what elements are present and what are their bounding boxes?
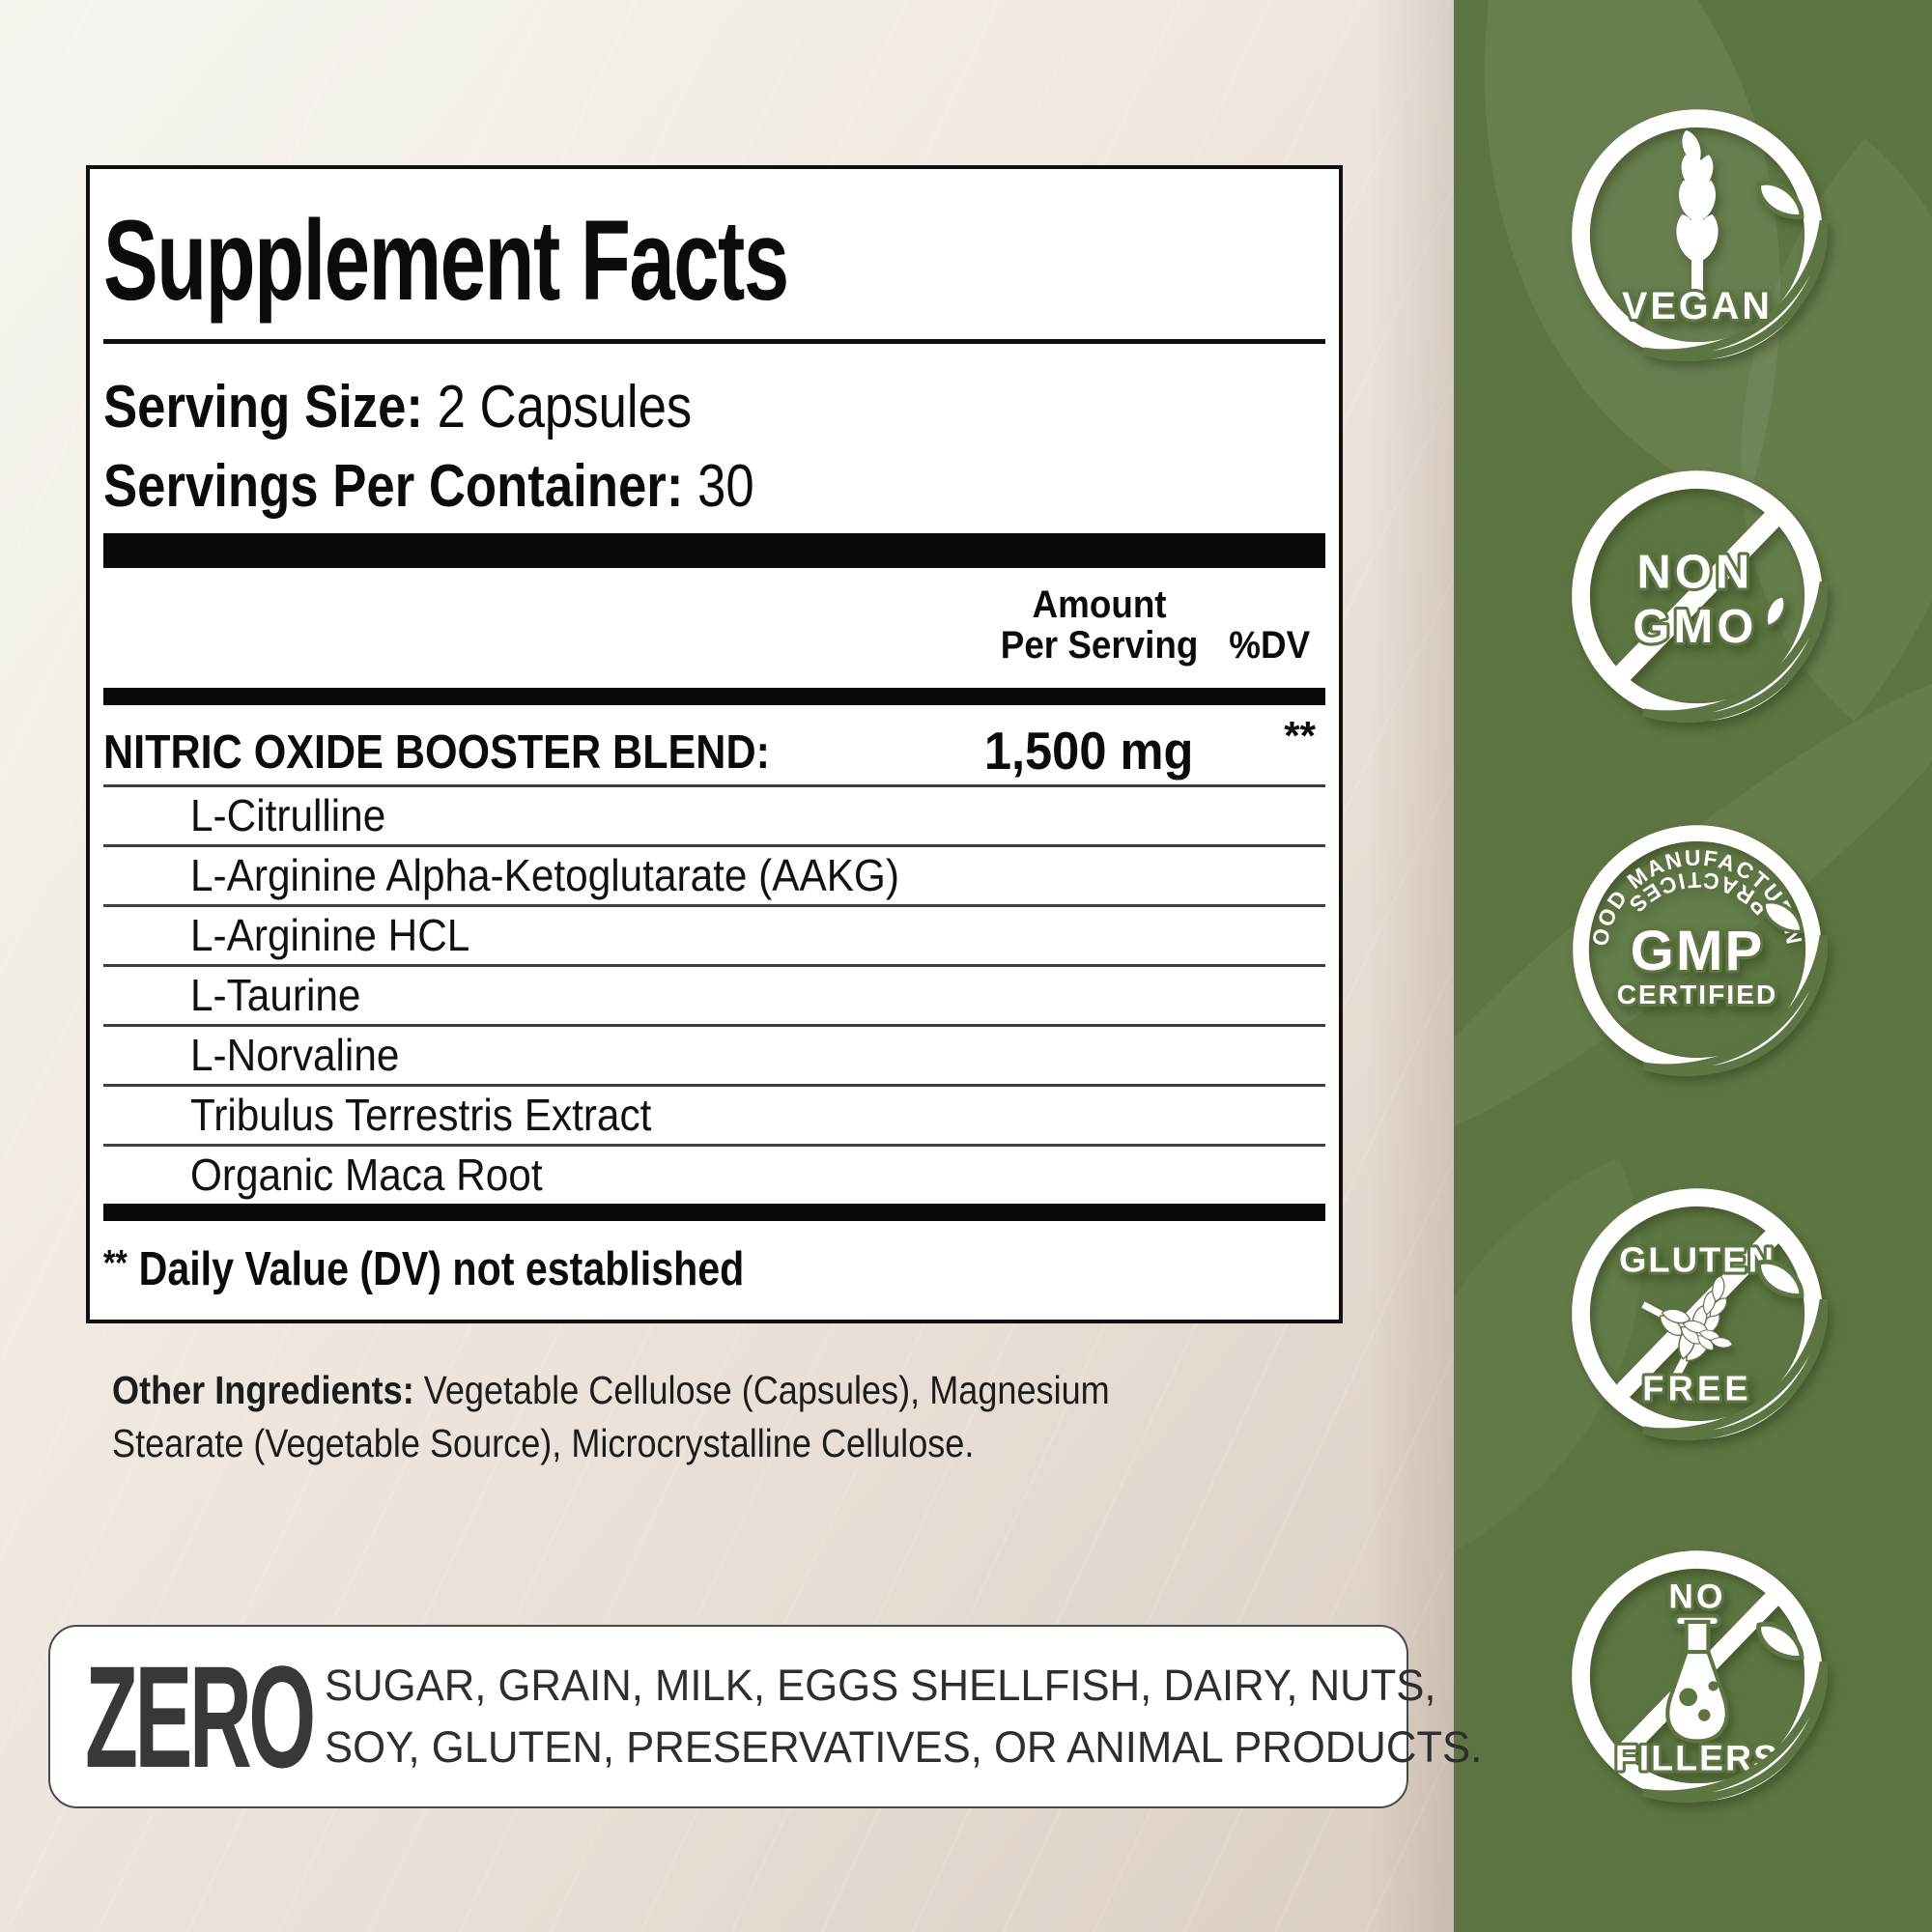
ingredient-name: L-Arginine HCL	[190, 910, 470, 960]
gmp-certified-badge: GOOD MANUFACTURING GMP CERTIFIED PRACTIC…	[1567, 819, 1828, 1080]
divider-bar-medium	[103, 688, 1325, 705]
green-side-band	[1454, 0, 1932, 1932]
serving-size-value: 2 Capsules	[422, 374, 693, 440]
gmp-center-text: GMP	[1631, 920, 1765, 982]
ingredient-name: L-Citrulline	[190, 790, 386, 840]
ingredient-row: L-Arginine HCL	[103, 904, 1325, 964]
blend-name: NITRIC OXIDE BOOSTER BLEND:	[103, 726, 770, 779]
zero-word: ZERO	[85, 1635, 316, 1798]
ingredient-row: L-Norvaline	[103, 1024, 1325, 1084]
ingredient-row: Organic Maca Root	[103, 1144, 1325, 1204]
blend-dv-mark: **	[1284, 713, 1316, 758]
divider-bar-medium	[103, 1204, 1325, 1221]
ingredient-name: L-Arginine Alpha-Ketoglutarate (AAKG)	[190, 850, 899, 900]
serving-size-label: Serving Size:	[103, 374, 423, 440]
ingredient-list: L-Citrulline L-Arginine Alpha-Ketoglutara…	[103, 784, 1325, 1204]
amount-header-line2: Per Serving	[1000, 624, 1198, 667]
swoosh-icon	[1641, 1298, 1828, 1441]
gluten-free-badge: GLUTEN FREE	[1567, 1183, 1828, 1444]
flask-bubbles	[1679, 1681, 1719, 1721]
no-fillers-badge: NO FILLERS	[1567, 1546, 1828, 1806]
gluten-line2: FREE	[1642, 1368, 1752, 1407]
ingredient-row: L-Citrulline	[103, 784, 1325, 844]
zero-word-wrap: ZERO	[85, 1644, 325, 1789]
servings-label: Servings Per Container:	[103, 453, 684, 520]
ingredient-row: L-Arginine Alpha-Ketoglutarate (AAKG)	[103, 844, 1325, 904]
divider-bar-thick	[103, 533, 1325, 568]
band-edge-shadow	[1367, 0, 1454, 1932]
swoosh-icon	[1641, 1661, 1828, 1804]
footnote-text: Daily Value (DV) not established	[138, 1243, 745, 1295]
servings-per-container-line: Servings Per Container: 30	[103, 457, 754, 517]
vegan-badge: VEGAN	[1567, 104, 1828, 365]
zero-claims-line1: SUGAR, GRAIN, MILK, EGGS SHELLFISH, DAIR…	[325, 1661, 1436, 1710]
gluten-line1: GLUTEN	[1619, 1239, 1776, 1279]
zero-claims-box: ZERO SUGAR, GRAIN, MILK, EGGS SHELLFISH,…	[48, 1625, 1482, 1808]
supplement-facts-panel: Supplement Facts Serving Size: 2 Capsule…	[86, 165, 1343, 1323]
swoosh-icon	[1641, 219, 1828, 362]
other-ingredients-line1: Other Ingredients: Vegetable Cellulose (…	[112, 1364, 1251, 1417]
vegan-label: VEGAN	[1622, 285, 1773, 327]
non-gmo-badge: NON GMO	[1567, 466, 1828, 726]
no-symbol-slash	[1614, 508, 1783, 682]
non-gmo-line2: GMO	[1633, 601, 1757, 653]
ingredient-name: Organic Maca Root	[190, 1150, 543, 1200]
title-rule	[103, 339, 1325, 344]
footnote-mark: **	[103, 1243, 128, 1284]
zero-claims-text: SUGAR, GRAIN, MILK, EGGS SHELLFISH, DAIR…	[325, 1655, 1482, 1778]
ingredient-name: L-Norvaline	[190, 1030, 400, 1080]
swoosh-icon	[1641, 581, 1828, 724]
other-ingredients: Other Ingredients: Vegetable Cellulose (…	[112, 1364, 1251, 1470]
servings-value: 30	[683, 453, 754, 520]
ingredient-row: Tribulus Terrestris Extract	[103, 1084, 1325, 1144]
ingredient-name: L-Taurine	[190, 970, 361, 1020]
dv-header: %DV	[1229, 624, 1310, 667]
gmp-certified-text: CERTIFIED	[1617, 980, 1778, 1009]
ingredient-row: L-Taurine	[103, 964, 1325, 1024]
zero-claims-line2: SOY, GLUTEN, PRESERVATIVES, OR ANIMAL PR…	[325, 1722, 1483, 1772]
fillers-line1: NO	[1668, 1577, 1725, 1615]
other-ingredients-text1: Vegetable Cellulose (Capsules), Magnesiu…	[413, 1368, 1110, 1412]
plant-sprig-icon	[1665, 130, 1728, 297]
amount-header-line1: Amount	[1032, 583, 1167, 626]
ingredient-name: Tribulus Terrestris Extract	[190, 1090, 652, 1140]
dv-footnote: ** Daily Value (DV) not established	[103, 1241, 744, 1298]
serving-size-line: Serving Size: 2 Capsules	[103, 378, 692, 438]
gmo-leaf-icon	[1756, 592, 1794, 630]
blend-amount: 1,500 mg	[983, 721, 1193, 781]
panel-title: Supplement Facts	[103, 197, 789, 325]
flask-icon	[1665, 1613, 1729, 1744]
swoosh-icon	[1641, 934, 1828, 1077]
amount-per-serving-header: Amount Per Serving	[1000, 584, 1198, 666]
other-ingredients-label: Other Ingredients:	[112, 1368, 414, 1412]
non-gmo-line1: NON	[1636, 547, 1753, 599]
other-ingredients-line2: Stearate (Vegetable Source), Microcrysta…	[112, 1421, 975, 1465]
